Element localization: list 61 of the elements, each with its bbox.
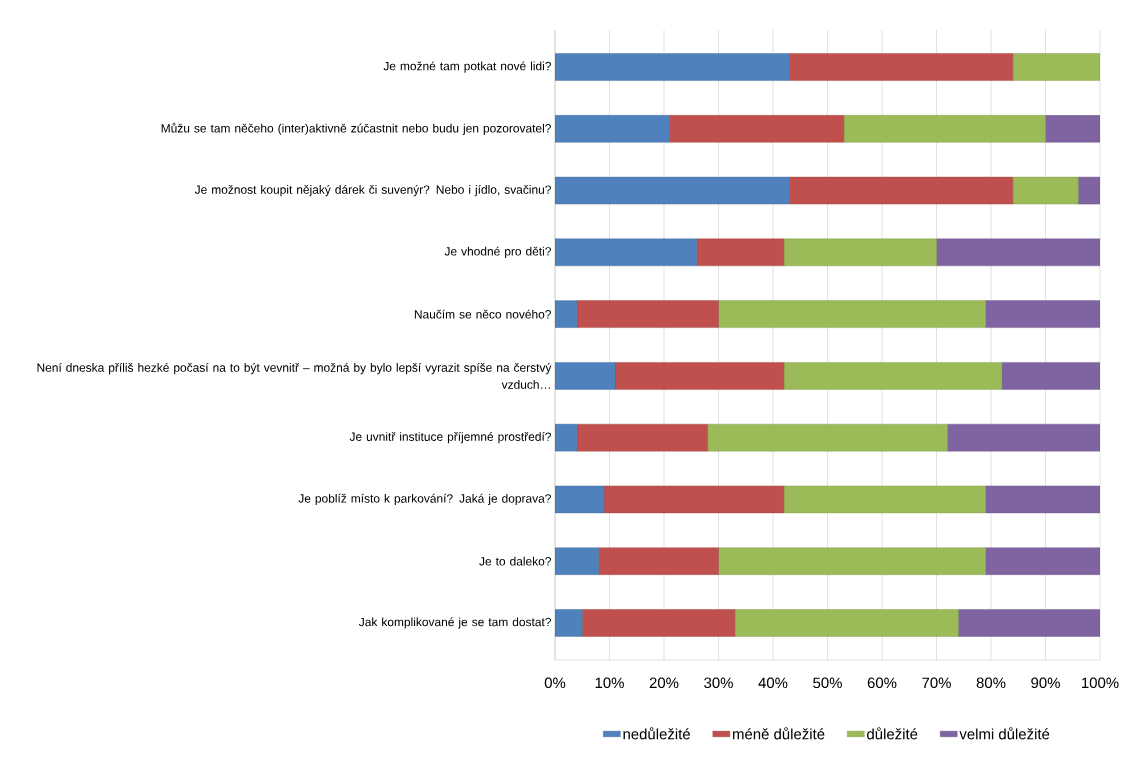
bar	[789, 176, 1013, 205]
y-tick-label: Můžu se tam něčeho (inter)aktivně zúčastnit nebo budu jen pozorovatel?	[161, 122, 551, 135]
x-tick-label: 100%	[1082, 677, 1119, 689]
bar	[985, 485, 1101, 514]
y-tick-label: Je vhodné pro děti?	[444, 246, 551, 258]
bar	[555, 176, 790, 205]
x-tick-label: 90%	[1031, 677, 1060, 689]
bar	[1045, 115, 1101, 143]
bar	[555, 238, 697, 267]
bar	[1012, 53, 1101, 81]
x-tick-label: 40%	[758, 677, 788, 689]
y-tick-label: Je uvnitř instituce příjemné prostředí?	[349, 432, 551, 444]
bar	[734, 609, 959, 637]
legend-label: důležité	[867, 727, 918, 740]
x-tick-label: 20%	[649, 677, 679, 689]
legend-label: méně důležité	[733, 727, 825, 740]
bar	[718, 300, 986, 328]
bar	[1078, 176, 1101, 205]
bar	[555, 547, 599, 575]
bar	[555, 53, 790, 81]
y-tick-label: Není dneska příliš hezké počasí na to být vevnitř – možná by bylo lepší vyrazit spíše na čerstvý vzduch…	[37, 362, 552, 389]
legend-label: nedůležité	[623, 727, 690, 740]
y-tick-label: Je to daleko?	[479, 556, 552, 566]
x-tick-label: 50%	[813, 677, 842, 689]
bar	[707, 423, 948, 452]
y-tick-label: Je možné tam potkat nové lidi?	[383, 61, 551, 73]
x-tick-label: 0%	[544, 677, 566, 689]
x-tick-label: 70%	[922, 677, 951, 689]
bar	[598, 547, 719, 575]
bar	[843, 115, 1046, 143]
x-tick-label: 30%	[704, 677, 733, 689]
bar	[985, 547, 1101, 575]
bar	[614, 362, 785, 390]
y-tick-label: Je poblíž místo k parkování? Jaká je doprava?	[298, 493, 551, 506]
bar	[783, 238, 937, 267]
bar	[555, 362, 616, 390]
x-tick-label: 60%	[867, 677, 897, 689]
bar	[789, 53, 1013, 81]
y-tick-label: Naučím se něco nového?	[414, 309, 551, 319]
bar	[696, 238, 785, 267]
bar	[718, 547, 986, 575]
bar	[603, 485, 785, 514]
bar	[985, 300, 1101, 328]
bar	[947, 423, 1101, 452]
bar	[576, 423, 708, 452]
bar	[1001, 362, 1101, 390]
y-tick-label: Je možnost koupit nějaký dárek či suvenýr? Nebo i jídlo, svačinu?	[194, 184, 551, 197]
y-tick-label: Jak komplikované je se tam dostat?	[358, 617, 551, 629]
bar	[555, 115, 670, 143]
bar	[958, 609, 1101, 637]
bar	[936, 238, 1101, 267]
x-tick-label: 10%	[595, 677, 624, 689]
legend-label: velmi důležité	[959, 727, 1050, 740]
bar	[576, 300, 719, 328]
x-tick-label: 80%	[976, 677, 1006, 689]
bar	[582, 609, 736, 637]
bar	[783, 485, 986, 514]
bar	[1012, 176, 1079, 205]
bar	[555, 609, 583, 637]
bar	[669, 115, 845, 143]
bar	[783, 362, 1003, 390]
